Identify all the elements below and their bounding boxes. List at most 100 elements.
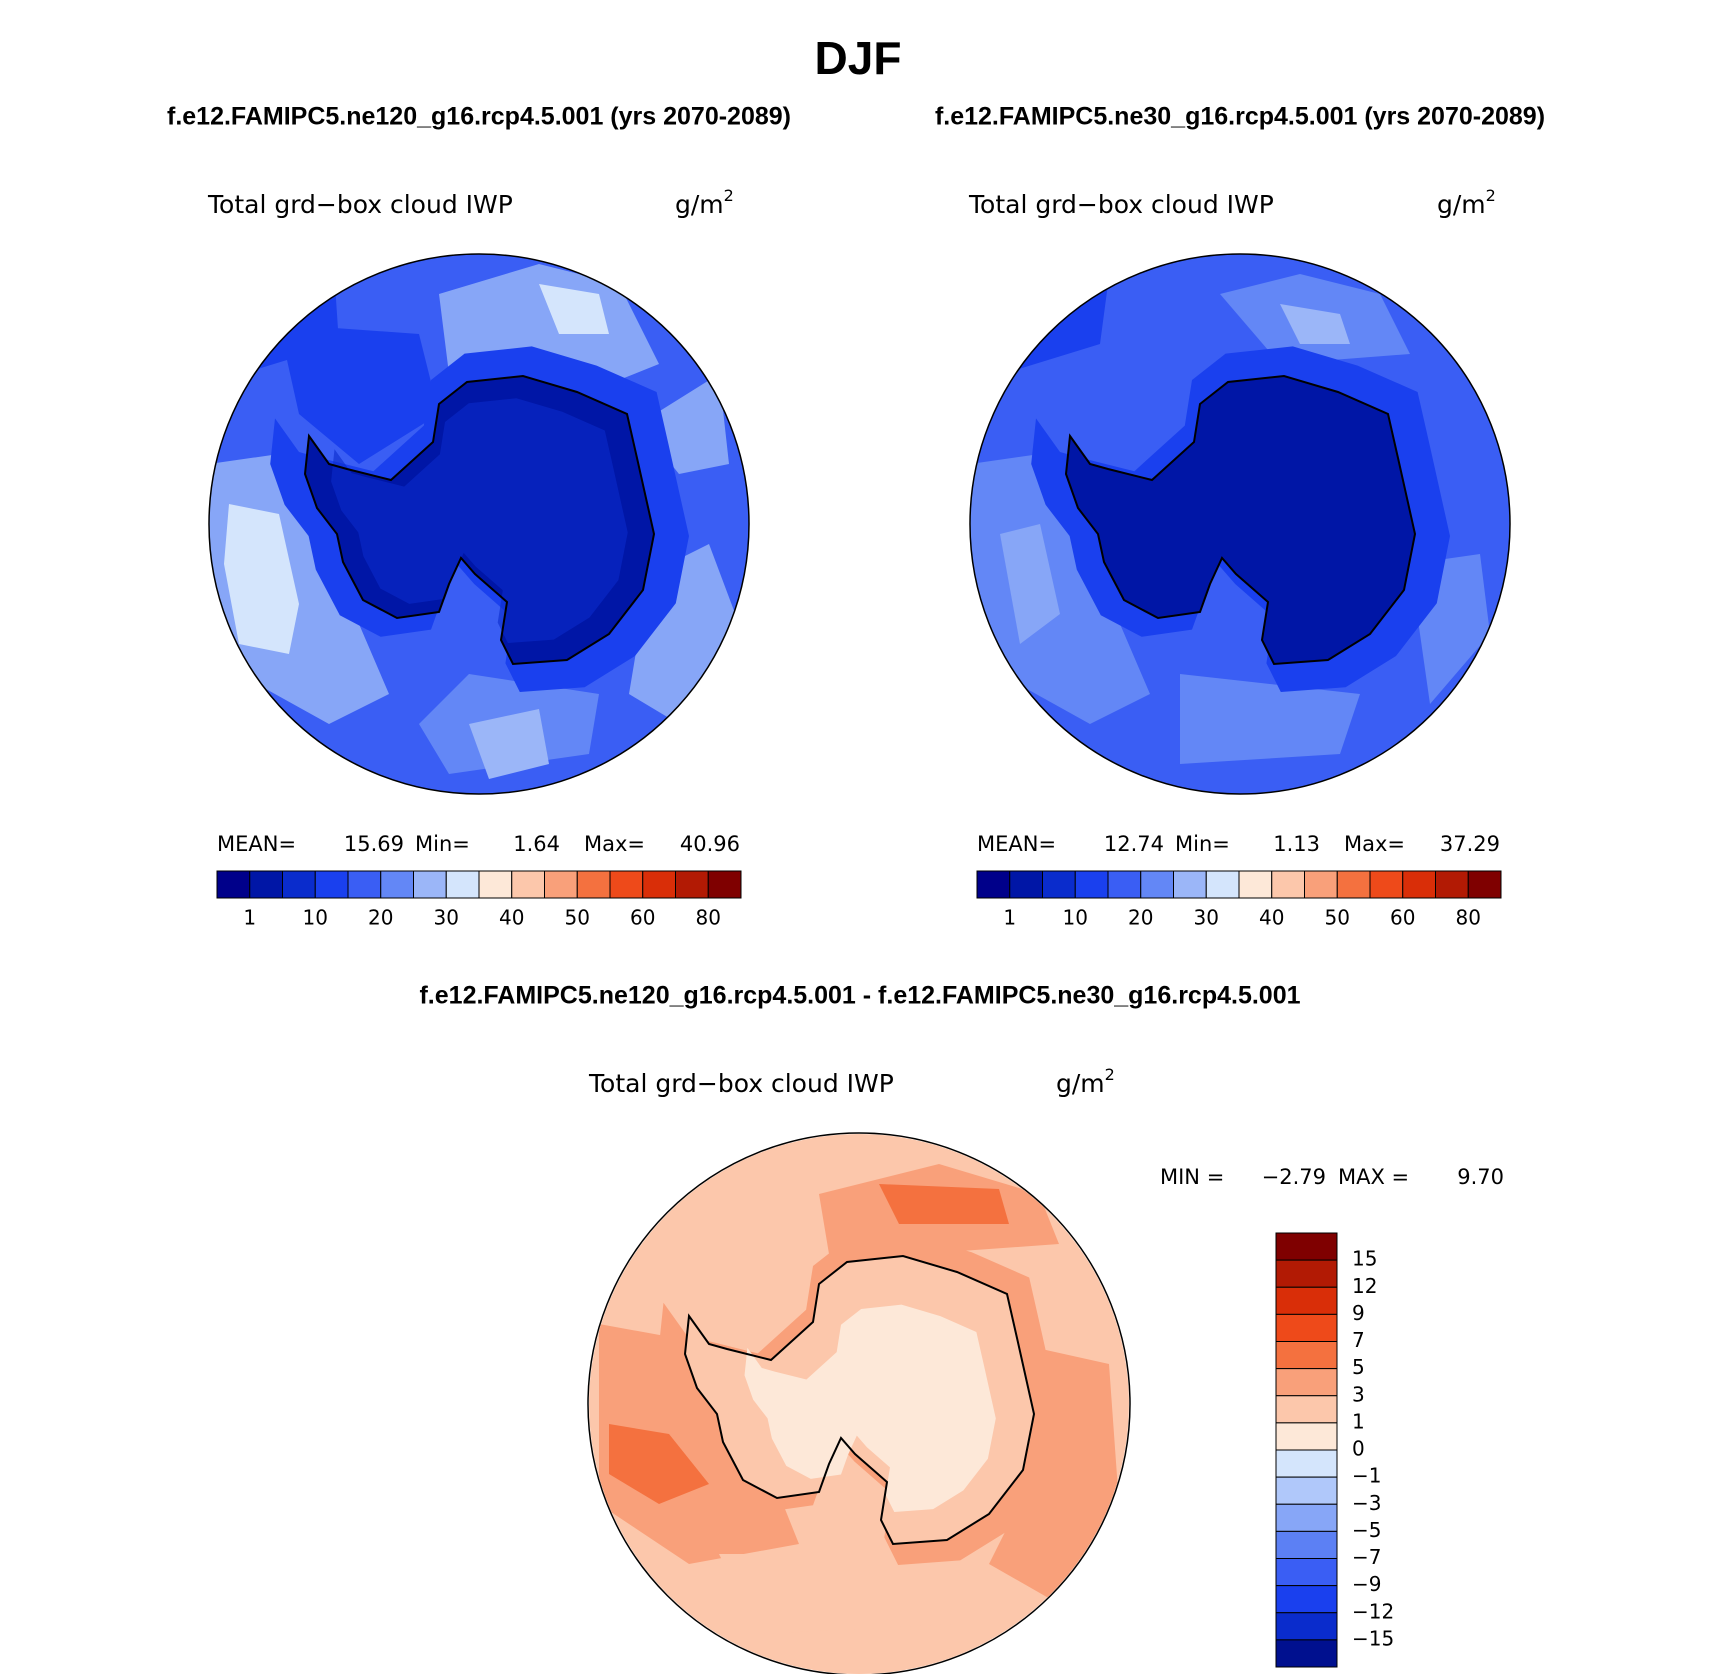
colorbar-label: −15 <box>1352 1626 1394 1650</box>
colorbar-box <box>707 870 742 899</box>
colorbar-label: −5 <box>1352 1518 1381 1542</box>
colorbar-box <box>445 870 480 899</box>
stat-value: 12.74 <box>1104 832 1164 856</box>
colorbar-box <box>1336 870 1371 899</box>
colorbar-box <box>642 870 676 899</box>
stat-value: 37.29 <box>1440 832 1500 856</box>
colorbar-box <box>576 870 611 899</box>
colorbar-label: 50 <box>1325 906 1350 930</box>
colorbar-label: 80 <box>696 906 721 930</box>
stat-label: MEAN= <box>217 832 296 856</box>
colorbar-box <box>1402 870 1436 899</box>
colorbar-box <box>1173 870 1207 899</box>
colorbar-box <box>1271 870 1305 899</box>
colorbar-box <box>1009 870 1043 899</box>
units-label: g/m2 <box>1437 186 1496 220</box>
colorbar-box <box>282 870 316 899</box>
colorbar-box <box>1275 1639 1338 1668</box>
variable-label: Total grd−box cloud IWP <box>588 1069 894 1098</box>
units: g/m <box>1437 190 1486 219</box>
colorbar-label: −3 <box>1352 1491 1381 1515</box>
stat-label: MIN = <box>1160 1165 1224 1189</box>
colorbar-label: 80 <box>1456 906 1481 930</box>
colorbar-box <box>1275 1585 1338 1614</box>
colorbar-box <box>1435 870 1469 899</box>
stat-label: Min= <box>415 832 470 856</box>
colorbar-box <box>1369 870 1404 899</box>
colorbar-label: 60 <box>1390 906 1415 930</box>
colorbar-label: 1 <box>1003 906 1016 930</box>
colorbar-box <box>380 870 414 899</box>
stat-label: MEAN= <box>977 832 1056 856</box>
colorbar-box <box>1275 1558 1338 1587</box>
panel-case: f.e12.FAMIPC5.ne120_g16.rcp4.5.001 (yrs … <box>167 103 791 131</box>
colorbar-box <box>478 870 513 899</box>
colorbar-box <box>1275 1232 1338 1261</box>
colorbar-label: 30 <box>1194 906 1219 930</box>
colorbar-box <box>1205 870 1240 899</box>
colorbar-box <box>1275 1449 1338 1478</box>
colorbar-box <box>1275 1259 1338 1288</box>
colorbar-box <box>413 870 447 899</box>
colorbar-box <box>1275 1530 1338 1559</box>
stat-value: 9.70 <box>1457 1165 1504 1189</box>
colorbar-label: 50 <box>565 906 590 930</box>
colorbar-label: 7 <box>1352 1328 1365 1352</box>
colorbar-box <box>1275 1313 1338 1342</box>
colorbar-label: 1 <box>243 906 256 930</box>
colorbar-box <box>609 870 644 899</box>
colorbar-label: 9 <box>1352 1301 1365 1325</box>
colorbar-box <box>1275 1368 1338 1397</box>
stat-label: MAX = <box>1338 1165 1409 1189</box>
colorbar-box <box>347 870 382 899</box>
colorbar-label: 30 <box>434 906 459 930</box>
units: g/m <box>1056 1069 1105 1098</box>
colorbar-box <box>1238 870 1273 899</box>
colorbar-label: 10 <box>1063 906 1088 930</box>
colorbar-box <box>1140 870 1174 899</box>
polar-map <box>969 253 1511 795</box>
panel-case: f.e12.FAMIPC5.ne30_g16.rcp4.5.001 (yrs 2… <box>935 103 1545 131</box>
colorbar-box <box>1107 870 1142 899</box>
colorbar-label: 10 <box>303 906 328 930</box>
figure-title: DJF <box>815 32 902 84</box>
colorbar-label: 60 <box>630 906 655 930</box>
colorbar-label: −12 <box>1352 1599 1394 1623</box>
colorbar-box <box>1042 870 1076 899</box>
units: g/m <box>675 190 724 219</box>
colorbar-label: 1 <box>1352 1409 1365 1433</box>
colorbar-box <box>1275 1476 1338 1505</box>
colorbar-label: 15 <box>1352 1247 1377 1271</box>
stat-value: 15.69 <box>344 832 404 856</box>
colorbar-label: −7 <box>1352 1545 1381 1569</box>
colorbar-box <box>1467 870 1502 899</box>
stat-value: 40.96 <box>680 832 740 856</box>
colorbar-label: −9 <box>1352 1572 1381 1596</box>
stat-value: −2.79 <box>1262 1165 1326 1189</box>
colorbar-label: −1 <box>1352 1464 1381 1488</box>
stat-value: 1.64 <box>513 832 560 856</box>
units-exponent: 2 <box>724 186 734 205</box>
colorbar-box <box>511 870 545 899</box>
colorbar-label: 12 <box>1352 1274 1377 1298</box>
stat-value: 1.13 <box>1273 832 1320 856</box>
units-label: g/m2 <box>1056 1065 1115 1099</box>
colorbar-label: 3 <box>1352 1382 1365 1406</box>
colorbar-box <box>1275 1612 1338 1641</box>
colorbar-box <box>1275 1503 1338 1532</box>
colorbar-box <box>1304 870 1338 899</box>
units-label: g/m2 <box>675 186 734 220</box>
colorbar-label: 40 <box>499 906 524 930</box>
colorbar-box <box>216 870 251 899</box>
colorbar-box <box>314 870 349 899</box>
colorbar-box <box>1275 1286 1338 1315</box>
colorbar-label: 5 <box>1352 1355 1365 1379</box>
colorbar-box <box>1275 1395 1338 1424</box>
colorbar-label: 20 <box>1128 906 1153 930</box>
units-exponent: 2 <box>1486 186 1496 205</box>
stat-label: Max= <box>1344 832 1405 856</box>
polar-map <box>208 253 750 795</box>
variable-label: Total grd−box cloud IWP <box>207 190 513 219</box>
colorbar-label: 0 <box>1352 1437 1365 1461</box>
